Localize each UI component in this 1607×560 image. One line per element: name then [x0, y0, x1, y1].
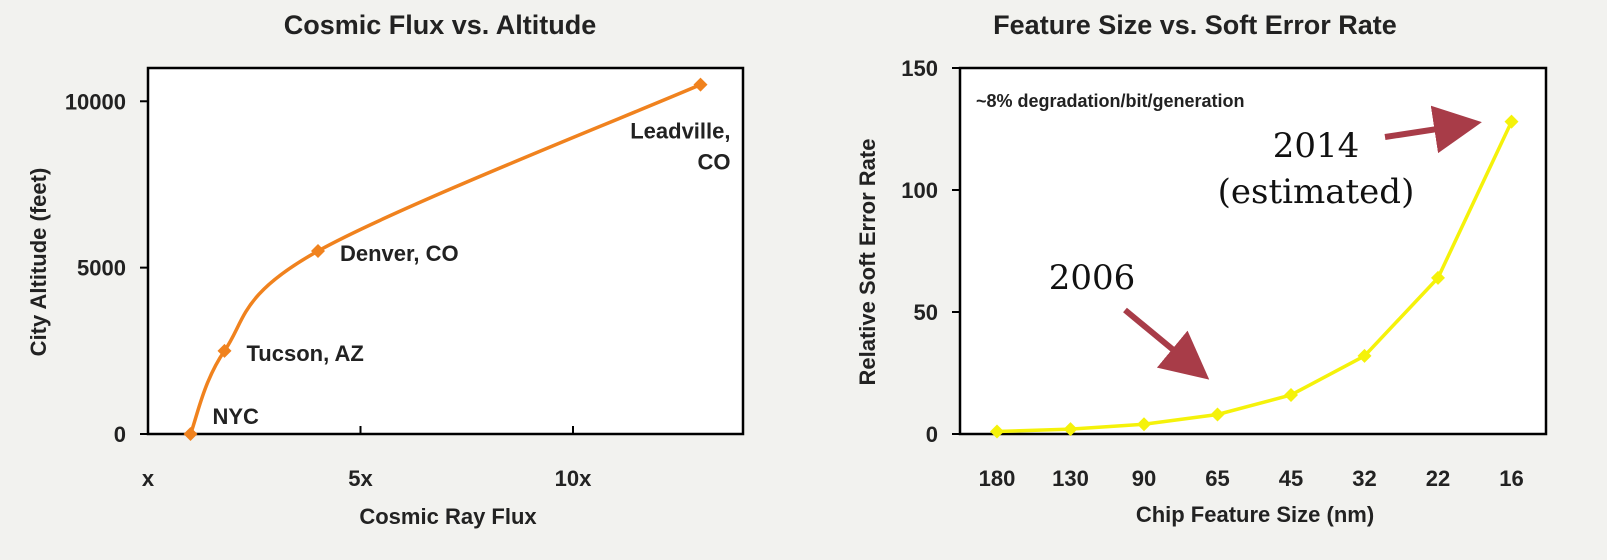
left-data-point: [183, 427, 198, 441]
left-series-points: [183, 77, 708, 441]
left-chart-title: Cosmic Flux vs. Altitude: [284, 10, 597, 40]
right-data-point: [1504, 114, 1519, 129]
left-y-tick-label: 10000: [65, 89, 126, 114]
right-x-tick-label: 45: [1279, 466, 1303, 491]
left-data-point: [217, 343, 232, 358]
right-data-point: [990, 424, 1004, 439]
left-chart: Cosmic Flux vs. Altitude 0 5000 10000 x 5x 1…: [26, 10, 745, 529]
left-data-point: [693, 77, 708, 92]
right-x-tick-label: 16: [1499, 466, 1523, 491]
right-data-point: [1063, 422, 1078, 437]
right-x-tick-label: 180: [979, 466, 1016, 491]
arrow-2014: [1384, 105, 1482, 154]
right-x-tick-label: 130: [1052, 466, 1089, 491]
left-point-labels: NYC Tucson, AZ Denver, CO Leadville, CO: [213, 119, 731, 429]
right-data-point: [1431, 270, 1445, 285]
right-series-line: [996, 120, 1514, 434]
arrow-2006: [1123, 307, 1210, 380]
right-x-tick-label: 32: [1352, 466, 1376, 491]
right-y-tick-label: 0: [926, 422, 938, 447]
left-y-axis-label: City Altitude (feet): [26, 168, 51, 357]
right-x-tick-label: 90: [1132, 466, 1156, 491]
right-data-point: [1284, 387, 1298, 402]
right-data-point: [1357, 348, 1372, 363]
left-x-tick-label: 10x: [555, 466, 592, 491]
annotation-2006: 2006: [1049, 258, 1136, 298]
left-point-label: NYC: [213, 404, 260, 429]
right-x-ticks: 180 130 90 65 45 32 22 16: [979, 466, 1524, 491]
right-x-tick-label: 65: [1205, 466, 1229, 491]
right-chart: Feature Size vs. Soft Error Rate 0 50 100 1…: [855, 10, 1548, 527]
left-x-tick-label: x: [142, 466, 155, 491]
left-y-ticks: 0 5000 10000: [65, 89, 148, 447]
right-y-ticks: 0 50 100 150: [901, 56, 960, 447]
right-chart-title: Feature Size vs. Soft Error Rate: [993, 10, 1397, 40]
left-x-ticks: x 5x 10x: [142, 426, 592, 491]
left-x-axis-label: Cosmic Ray Flux: [359, 504, 537, 529]
right-y-axis-label: Relative Soft Error Rate: [855, 139, 880, 386]
left-x-tick-label: 5x: [348, 466, 373, 491]
annotation-2014: 2014: [1273, 126, 1360, 166]
right-data-point: [1210, 407, 1225, 422]
left-data-point: [311, 244, 325, 258]
right-y-tick-label: 150: [901, 56, 938, 81]
right-series-points: [990, 114, 1519, 439]
right-x-tick-label: 22: [1426, 466, 1450, 491]
right-y-tick-label: 100: [901, 178, 938, 203]
degradation-note: ~8% degradation/bit/generation: [976, 91, 1245, 111]
left-plot-area: [146, 66, 745, 436]
left-point-label: Tucson, AZ: [247, 341, 364, 366]
right-data-point: [1137, 417, 1151, 432]
left-series-line: [188, 83, 702, 435]
right-y-tick-label: 50: [914, 300, 938, 325]
right-x-axis-label: Chip Feature Size (nm): [1136, 502, 1374, 527]
left-point-label: Leadville, CO: [630, 119, 730, 175]
left-y-tick-label: 5000: [77, 256, 126, 281]
left-y-tick-label: 0: [114, 422, 126, 447]
annotation-estimated: (estimated): [1218, 172, 1415, 212]
left-point-label: Denver, CO: [340, 241, 459, 266]
